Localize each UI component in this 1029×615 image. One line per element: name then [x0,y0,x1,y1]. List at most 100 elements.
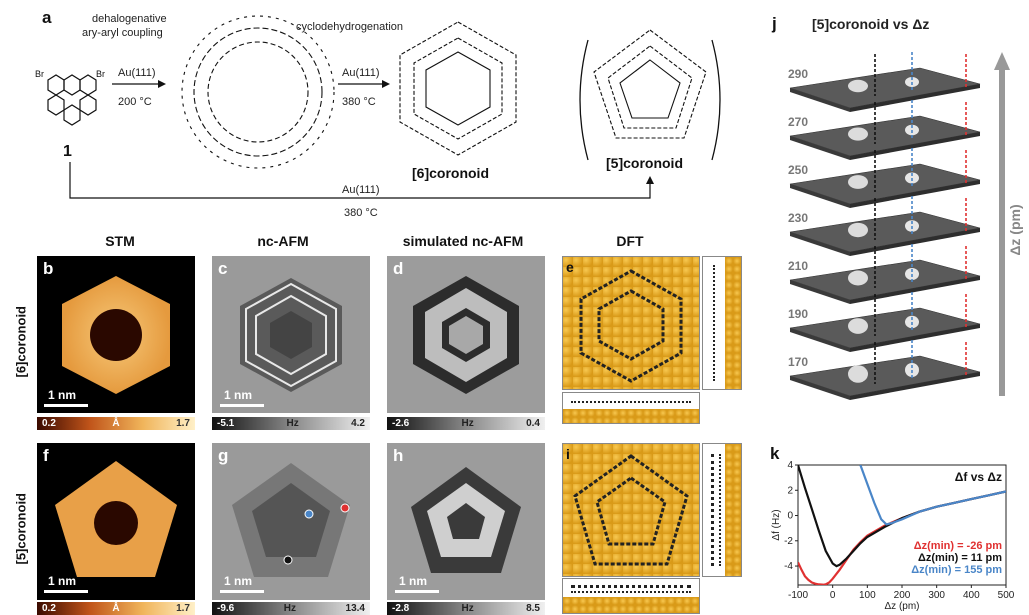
colorbar-f-unit: Å [112,603,120,614]
pentagonal-coronoid-molecule [593,29,707,139]
colorbar-c: -5.1 Hz 4.2 [212,417,370,430]
stack-height-label: 270 [788,115,808,129]
step1-cond2: 200 °C [118,96,152,108]
colorbar-g-min: -9.6 [217,603,235,614]
panel-label-b: b [43,259,54,278]
panel-label-a: a [42,8,52,27]
x-tick-label: 300 [928,590,945,601]
panel-label-i: i [566,446,570,462]
colorbar-h-unit: Hz [461,603,474,614]
colorbar-h: -2.8 Hz 8.5 [387,602,545,615]
step1-cond1: Au(111) [118,67,156,79]
scalebar-f [44,590,88,593]
panel-label-g: g [218,446,229,465]
stack-height-label: 190 [788,307,808,321]
stack-height-label: 250 [788,163,808,177]
x-axis-label: Δz (pm) [884,601,919,612]
stack-slice [789,52,981,112]
step2-text-top: cyclodehydrogenation [296,21,403,33]
column-header-sim: simulated nc-AFM [402,233,524,249]
ncafm-image-hex [212,256,370,413]
colorbar-g: -9.6 Hz 13.4 [212,602,370,615]
dz-arrowhead [994,52,1010,70]
scalebar-label-c: 1 nm [224,388,253,402]
dft-top-view-pent [562,578,700,614]
panel-j-title: [5]coronoid vs Δz [812,16,930,32]
x-tick-label: 400 [963,590,980,601]
sim-ncafm-image-pent [387,443,545,600]
colorbar-c-unit: Hz [286,418,299,429]
colorbar-d: -2.6 Hz 0.4 [387,417,545,430]
scalebar-h [395,590,439,593]
dft-side-view-hex [702,256,742,390]
product5-label: [5]coronoid [606,155,683,171]
y-tick-label: 2 [787,485,793,496]
column-header-ncafm: nc-AFM [257,233,309,249]
stack-slice [789,196,981,256]
right-bracket [711,39,721,161]
y-tick-label: 4 [787,460,793,471]
scalebar-label-f: 1 nm [48,574,77,588]
direct-route-line [69,162,651,199]
height-stack: 290 270 250 230 210 190 170 Δz (pm) [788,52,1023,400]
stack-slice [789,100,981,160]
panel-label-d: d [393,259,404,278]
stack-height-label: 290 [788,67,808,81]
panel-label-f: f [43,446,49,465]
stack-height-label: 170 [788,355,808,369]
dft-side-view-pent [702,443,742,577]
plot-frame [797,464,1007,586]
colorbar-d-max: 0.4 [526,418,540,429]
x-tick-label: 100 [859,590,876,601]
step1-arrowhead [158,80,166,88]
stack-slice [789,292,981,352]
dft-top-view-hex [562,392,700,424]
panel-label-c: c [218,259,228,278]
panel-label-e: e [566,259,574,275]
series-line [859,465,1006,526]
scalebar-label-b: 1 nm [48,388,77,402]
br-label-1: Br [35,69,44,79]
dft-model-pent [562,443,700,577]
y-tick-label: -4 [784,561,793,572]
colorbar-f-max: 1.7 [176,603,190,614]
step2-cond2: 380 °C [342,96,376,108]
colorbar-b-unit: Å [112,418,120,429]
stm-image-hex [37,256,195,413]
row-label-5: [5]coronoid [13,493,29,565]
legend-entry: Δz(min) = 155 pm [911,564,1002,576]
colorbar-f: 0.2 Å 1.7 [37,602,195,615]
colorbar-f-min: 0.2 [42,603,56,614]
colorbar-c-min: -5.1 [217,418,235,429]
step1-text-bottom: ary-aryl coupling [82,27,163,39]
marker-blue [304,509,314,519]
direct-route-arrowhead [646,176,654,184]
legend-entry: Δz(min) = -26 pm [914,540,1002,552]
sim-ncafm-image-hex [387,256,545,413]
step2-cond1: Au(111) [342,67,380,79]
chart-title: Δf vs Δz [955,470,1002,484]
bottom-cond2: 380 °C [344,207,378,219]
panel-label-j: j [772,14,777,33]
stack-slice [789,340,981,400]
y-axis-label: Δf (Hz) [771,509,782,540]
stack-slice [789,148,981,208]
colorbar-b-min: 0.2 [42,418,56,429]
reaction-scheme: Br Br 1 dehalogenative ary-aryl coupling… [35,13,721,219]
df-vs-dz-chart: -100 0 100 200 300 400 500 4 2 0 -2 -4 Δz (pm) Δf (Hz… [771,460,1015,612]
colorbar-d-unit: Hz [461,418,474,429]
scalebar-label-g: 1 nm [224,574,253,588]
intermediate-ring-molecule [181,15,335,169]
stack-height-label: 210 [788,259,808,273]
row-label-6: [6]coronoid [13,306,29,378]
scalebar-b [44,404,88,407]
x-tick-label: 0 [830,590,836,601]
colorbar-g-max: 13.4 [345,603,365,614]
colorbar-b: 0.2 Å 1.7 [37,417,195,430]
colorbar-h-min: -2.8 [392,603,410,614]
step1-text-top: dehalogenative [92,13,167,25]
step2-arrowhead [382,80,390,88]
x-tick-label: 500 [998,590,1015,601]
legend-entry: Δz(min) = 11 pm [918,552,1002,564]
colorbar-h-max: 8.5 [526,603,540,614]
